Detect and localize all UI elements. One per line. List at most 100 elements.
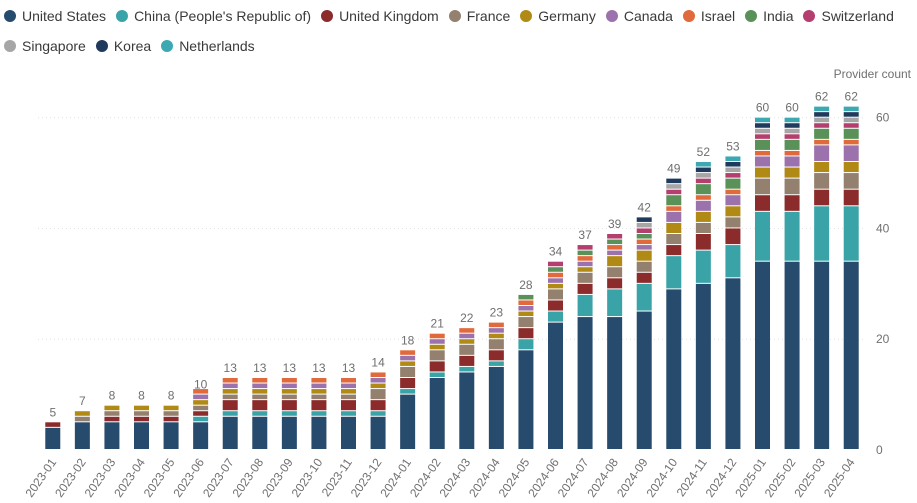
bar-segment[interactable]	[281, 416, 297, 449]
bar-segment[interactable]	[666, 211, 682, 222]
bar-segment[interactable]	[341, 411, 356, 416]
bar-segment[interactable]	[311, 400, 327, 411]
bar-segment[interactable]	[843, 139, 859, 145]
bar-segment[interactable]	[784, 139, 800, 150]
bar-segment[interactable]	[607, 267, 623, 278]
bar-segment[interactable]	[488, 339, 504, 350]
bar-segment[interactable]	[311, 383, 327, 389]
bar-segment[interactable]	[814, 106, 830, 112]
legend-item[interactable]: Israel	[682, 4, 735, 28]
bar-segment[interactable]	[518, 317, 534, 328]
bar-segment[interactable]	[695, 283, 711, 449]
legend-item[interactable]: Korea	[95, 34, 151, 58]
bar-segment[interactable]	[400, 366, 416, 377]
bar-segment[interactable]	[193, 400, 209, 405]
bar-segment[interactable]	[548, 267, 563, 272]
bar-segment[interactable]	[814, 123, 830, 128]
bar-segment[interactable]	[784, 117, 800, 123]
bar-segment[interactable]	[695, 178, 711, 184]
bar-segment[interactable]	[222, 411, 238, 416]
bar-segment[interactable]	[784, 156, 800, 167]
bar-segment[interactable]	[341, 400, 356, 411]
bar-segment[interactable]	[755, 261, 770, 449]
bar-segment[interactable]	[784, 195, 800, 211]
bar-segment[interactable]	[548, 283, 563, 289]
bar-segment[interactable]	[695, 211, 711, 222]
bar-segment[interactable]	[74, 422, 90, 449]
bar-segment[interactable]	[400, 350, 416, 355]
legend-item[interactable]: Netherlands	[161, 34, 255, 58]
bar-segment[interactable]	[281, 383, 297, 389]
bar-segment[interactable]	[636, 261, 652, 272]
bar-segment[interactable]	[577, 283, 593, 294]
bar-segment[interactable]	[843, 189, 859, 206]
bar-segment[interactable]	[548, 289, 563, 300]
bar-segment[interactable]	[784, 261, 800, 449]
bar-segment[interactable]	[725, 206, 741, 217]
legend-item[interactable]: Switzerland	[803, 4, 894, 28]
bar-segment[interactable]	[518, 339, 534, 350]
bar-segment[interactable]	[488, 350, 504, 361]
bar-segment[interactable]	[843, 123, 859, 128]
bar-segment[interactable]	[666, 245, 682, 256]
bar-segment[interactable]	[755, 150, 770, 156]
bar-segment[interactable]	[755, 178, 770, 195]
bar-segment[interactable]	[193, 394, 209, 400]
bar-segment[interactable]	[400, 378, 416, 389]
bar-segment[interactable]	[45, 427, 61, 449]
bar-segment[interactable]	[666, 189, 682, 195]
bar-segment[interactable]	[134, 422, 149, 449]
bar-segment[interactable]	[725, 278, 741, 449]
bar-segment[interactable]	[193, 416, 209, 422]
legend-item[interactable]: France	[448, 4, 510, 28]
bar-segment[interactable]	[725, 228, 741, 245]
bar-segment[interactable]	[666, 222, 682, 233]
bar-segment[interactable]	[488, 322, 504, 328]
bar-segment[interactable]	[193, 422, 209, 449]
bar-segment[interactable]	[636, 250, 652, 261]
bar-segment[interactable]	[755, 156, 770, 167]
bar-segment[interactable]	[311, 394, 327, 400]
bar-segment[interactable]	[814, 189, 830, 206]
legend-item[interactable]: China (People's Republic of)	[116, 4, 311, 28]
bar-segment[interactable]	[695, 173, 711, 178]
bar-segment[interactable]	[725, 245, 741, 278]
bar-segment[interactable]	[607, 250, 623, 256]
bar-segment[interactable]	[429, 339, 445, 344]
bar-segment[interactable]	[784, 167, 800, 178]
bar-segment[interactable]	[400, 389, 416, 394]
bar-segment[interactable]	[666, 234, 682, 245]
bar-segment[interactable]	[636, 239, 652, 245]
bar-segment[interactable]	[843, 162, 859, 173]
legend-item[interactable]: United Kingdom	[321, 4, 439, 28]
legend-item[interactable]: United States	[4, 4, 106, 28]
bar-segment[interactable]	[518, 300, 534, 305]
bar-segment[interactable]	[281, 378, 297, 383]
bar-segment[interactable]	[429, 333, 445, 339]
bar-segment[interactable]	[843, 261, 859, 449]
bar-segment[interactable]	[577, 294, 593, 317]
bar-segment[interactable]	[636, 228, 652, 233]
bar-segment[interactable]	[104, 416, 120, 422]
bar-segment[interactable]	[577, 317, 593, 449]
bar-segment[interactable]	[341, 389, 356, 394]
bar-segment[interactable]	[222, 378, 238, 383]
bar-segment[interactable]	[459, 333, 475, 339]
bar-segment[interactable]	[134, 416, 149, 422]
bar-segment[interactable]	[518, 306, 534, 311]
bar-segment[interactable]	[163, 416, 179, 422]
bar-segment[interactable]	[252, 383, 268, 389]
bar-segment[interactable]	[577, 267, 593, 272]
bar-segment[interactable]	[163, 411, 179, 416]
bar-segment[interactable]	[518, 350, 534, 449]
bar-segment[interactable]	[607, 256, 623, 267]
bar-segment[interactable]	[666, 256, 682, 289]
bar-segment[interactable]	[814, 173, 830, 189]
bar-segment[interactable]	[755, 123, 770, 128]
bar-segment[interactable]	[370, 411, 386, 416]
bar-segment[interactable]	[518, 294, 534, 300]
bar-segment[interactable]	[695, 234, 711, 250]
bar-segment[interactable]	[755, 195, 770, 211]
bar-segment[interactable]	[636, 283, 652, 311]
bar-segment[interactable]	[784, 150, 800, 156]
